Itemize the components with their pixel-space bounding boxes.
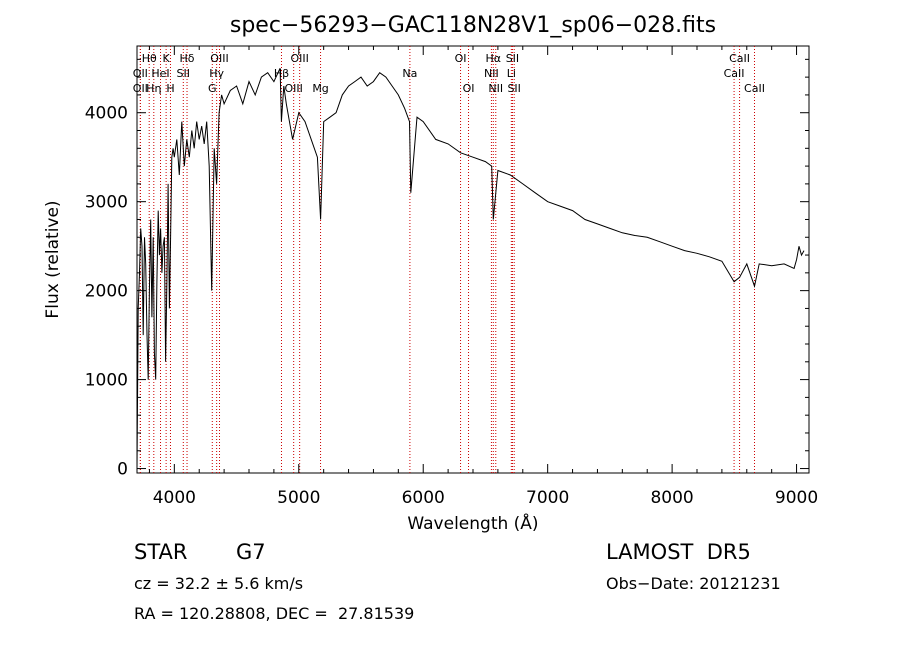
- line-label: Hβ: [274, 67, 289, 80]
- redshift-velocity: cz = 32.2 ± 5.6 km/s: [134, 574, 304, 593]
- x-axis-ticks: 4000 5000 6000 7000 8000 9000: [148, 46, 818, 508]
- x-tick-label: 8000: [650, 488, 693, 508]
- line-label: Hθ: [142, 52, 157, 65]
- line-label: SII: [177, 67, 190, 80]
- line-label: G: [208, 82, 217, 95]
- line-label: CaII: [724, 67, 745, 80]
- line-label: Mg: [312, 82, 328, 95]
- line-label: SII: [507, 82, 520, 95]
- y-axis-ticks: 0 1000 2000 3000 4000: [85, 58, 809, 480]
- spectrum-line: [136, 67, 805, 469]
- line-label: Hα: [486, 52, 502, 65]
- x-tick-label: 6000: [402, 488, 445, 508]
- line-label: OIII: [290, 52, 308, 65]
- chart-title: spec−56293−GAC118N28V1_sp06−028.fits: [230, 13, 716, 38]
- line-label: OI: [463, 82, 475, 95]
- line-label: OII: [133, 67, 148, 80]
- line-label: Hη: [146, 82, 161, 95]
- x-tick-label: 9000: [775, 488, 818, 508]
- x-tick-label: 7000: [526, 488, 569, 508]
- y-axis-label: Flux (relative): [43, 200, 63, 318]
- line-label: Hδ: [180, 52, 195, 65]
- line-label: NII: [488, 82, 503, 95]
- x-tick-label: 4000: [153, 488, 196, 508]
- y-tick-label: 1000: [85, 371, 128, 391]
- line-label: SII: [506, 52, 519, 65]
- object-class: STAR: [134, 540, 188, 564]
- y-tick-label: 4000: [85, 104, 128, 124]
- line-label: Na: [402, 67, 417, 80]
- observation-date: Obs−Date: 20121231: [606, 574, 781, 593]
- line-label: OII: [133, 82, 148, 95]
- x-axis-label: Wavelength (Å): [407, 512, 538, 534]
- line-label: H: [166, 82, 174, 95]
- y-tick-label: 3000: [85, 193, 128, 213]
- coordinates: RA = 120.28808, DEC = 27.81539: [134, 604, 415, 623]
- spectral-line-markers: [139, 46, 755, 473]
- line-label: Li: [507, 67, 516, 80]
- line-label: NII: [484, 67, 499, 80]
- object-subclass: G7: [236, 540, 266, 564]
- line-label: CaII: [729, 52, 750, 65]
- line-label: OI: [455, 52, 467, 65]
- line-label: OIII: [284, 82, 302, 95]
- line-label: Hγ: [209, 67, 224, 80]
- y-tick-label: 0: [117, 460, 128, 480]
- line-label: OIII: [210, 52, 228, 65]
- line-label: HeI: [151, 67, 169, 80]
- line-label: CaII: [744, 82, 765, 95]
- y-tick-label: 2000: [85, 282, 128, 302]
- line-label: K: [163, 52, 171, 65]
- plot-frame: [136, 45, 810, 474]
- x-tick-label: 5000: [277, 488, 320, 508]
- survey-label: LAMOST DR5: [606, 540, 751, 564]
